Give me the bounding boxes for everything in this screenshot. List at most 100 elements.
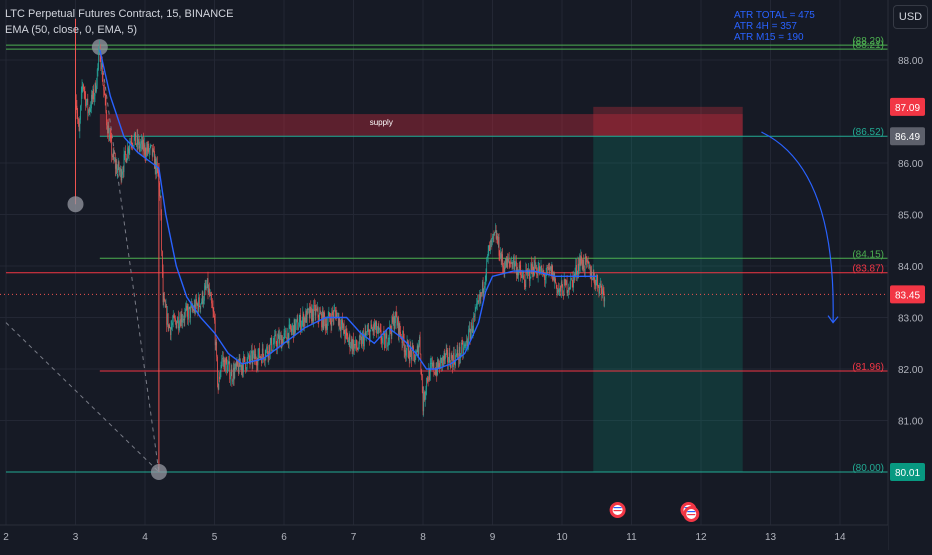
candle-body (347, 335, 349, 342)
candle-body (364, 331, 366, 336)
candle-body (419, 336, 421, 354)
candle-body (386, 333, 388, 347)
candle-body (545, 275, 547, 279)
candle-body (396, 317, 398, 326)
candle-body (500, 252, 502, 262)
candle-body (204, 285, 206, 290)
candle-body (456, 349, 458, 355)
candle-body (544, 274, 545, 281)
candle-body (444, 353, 446, 359)
candle-body (145, 154, 147, 157)
candle-body (379, 328, 380, 330)
candle-body (235, 363, 237, 367)
candle-body (589, 264, 590, 269)
candle-body (93, 89, 94, 100)
candle-body (166, 306, 168, 325)
candle-body (151, 144, 152, 146)
candle-body (332, 311, 333, 316)
candle-body (516, 270, 518, 276)
candle-body (165, 306, 167, 308)
flag-stripe (613, 507, 622, 509)
candle-body (206, 278, 208, 288)
candle-body (82, 84, 84, 87)
candle-body (211, 303, 213, 308)
candle-body (342, 320, 343, 329)
grid (0, 0, 888, 525)
candle-body (204, 289, 205, 301)
candle-body (490, 240, 492, 243)
time-tick-label: 13 (765, 532, 777, 543)
candle-body (385, 333, 387, 339)
candle-body (308, 308, 310, 318)
candle-body (103, 85, 105, 91)
candle-body (436, 369, 438, 375)
candle-body (445, 350, 447, 354)
candle-body (441, 357, 443, 366)
candle-body (130, 141, 132, 143)
candle-body (83, 89, 85, 92)
candle-body (319, 312, 321, 315)
candle-body (270, 337, 272, 344)
candle-body (333, 310, 335, 319)
candle-body (482, 281, 483, 294)
currency-button[interactable]: USD (893, 5, 928, 29)
candle-body (242, 365, 244, 373)
candle-body (303, 317, 305, 327)
candle-body (319, 312, 320, 321)
candle-body (373, 322, 375, 332)
candle-body (431, 362, 433, 364)
candle-body (376, 321, 378, 334)
candle-body (497, 236, 498, 244)
candle-body (304, 317, 306, 323)
candle-body (518, 265, 520, 271)
candle-body (81, 86, 83, 92)
candle-body (169, 327, 171, 336)
candle-body (175, 318, 176, 321)
candle-body (227, 365, 228, 374)
candle-body (120, 168, 122, 181)
candle-body (403, 331, 404, 341)
price-tick-label: 84.00 (898, 262, 923, 273)
candle-body (531, 263, 532, 273)
candle-body (308, 308, 309, 310)
candle-body (462, 343, 464, 354)
price-tick-label: 82.00 (898, 365, 923, 376)
candle-body (421, 375, 423, 393)
candle-body (187, 310, 189, 320)
candle-body (149, 145, 151, 150)
candle-body (518, 270, 519, 276)
candle-body (107, 125, 109, 134)
candle-body (536, 267, 538, 275)
candle-body (382, 338, 383, 343)
candle-body (357, 349, 359, 350)
candle-body (447, 350, 448, 363)
candle-body (299, 314, 301, 322)
candle-body (168, 324, 170, 329)
symbol-title[interactable]: LTC Perpetual Futures Contract, 15, BINA… (5, 8, 234, 20)
atr-note[interactable]: ATR TOTAL = 475 ATR 4H = 357 ATR M15 = 1… (734, 10, 815, 43)
candle-body (358, 336, 360, 348)
candle-body (547, 267, 548, 268)
candle-body (86, 102, 87, 107)
candle-body (169, 324, 170, 328)
candle-body (575, 264, 577, 273)
candle-body (173, 315, 175, 318)
candle-body (413, 353, 415, 362)
candle-body (592, 271, 594, 279)
candle-body (580, 256, 582, 266)
indicator-label[interactable]: EMA (50, close, 0, EMA, 5) (5, 24, 138, 36)
candle-body (374, 326, 376, 329)
time-tick-label: 10 (556, 532, 568, 543)
candle-body (421, 370, 422, 376)
candle-body (78, 119, 79, 124)
candle-body (156, 161, 158, 168)
time-axis[interactable]: 2 3 4 5 6 7 8 9 10 11 12 13 14 (0, 502, 888, 550)
price-axis[interactable]: 88.00 86.00 85.00 84.00 83.00 82.00 81.00 87.09… (887, 0, 932, 550)
candle-body (345, 329, 347, 332)
candle-body (529, 270, 530, 281)
candle-body (266, 346, 267, 350)
flag-stripe (613, 510, 622, 512)
candle-body (192, 309, 194, 310)
